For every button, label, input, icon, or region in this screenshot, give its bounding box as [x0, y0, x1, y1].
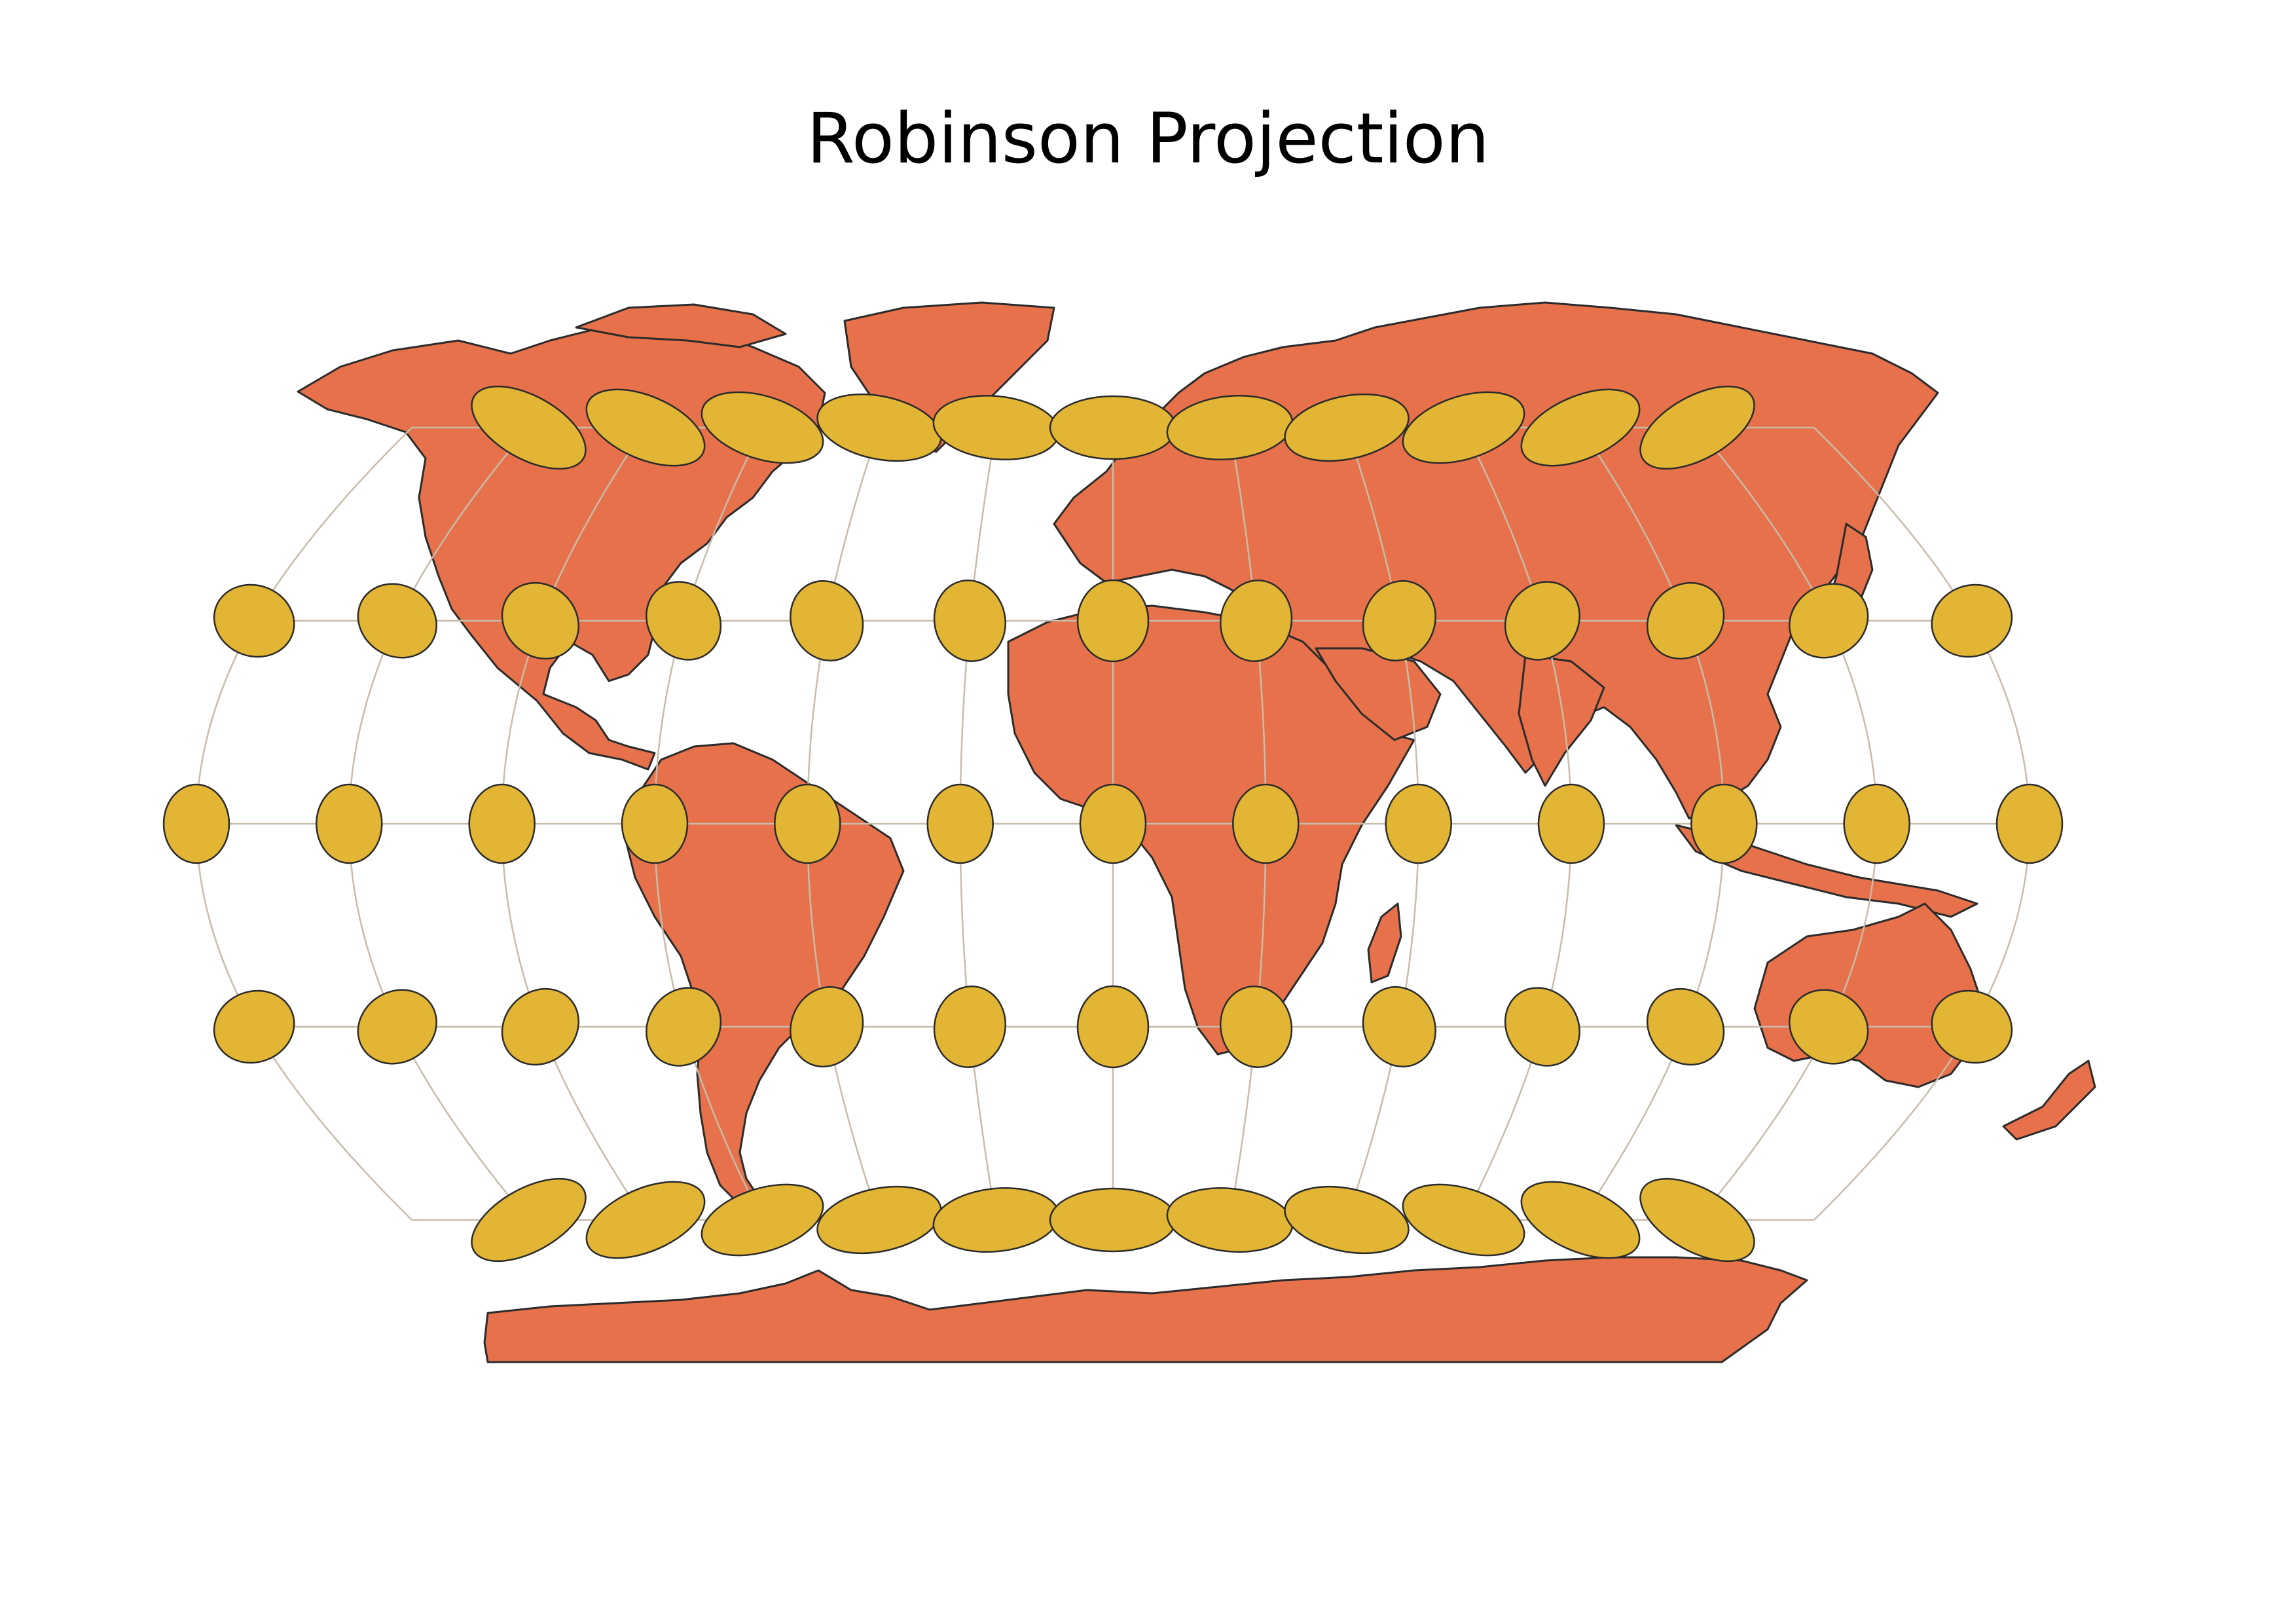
- tissot-indicatrix: [774, 783, 841, 864]
- tissot-indicatrix: [1049, 1187, 1177, 1253]
- tissot-indicatrix: [701, 1183, 824, 1257]
- tissot-indicatrix: [1520, 1181, 1641, 1259]
- tissot-indicatrix: [1931, 583, 2013, 658]
- tissot-indicatrix: [933, 986, 1007, 1068]
- tissot-indicatrix: [1284, 1185, 1410, 1255]
- tissot-indicatrix: [1690, 783, 1758, 864]
- tissot-indicatrix: [357, 989, 437, 1065]
- tissot-indicatrix: [1402, 1183, 1525, 1257]
- tissot-indicatrix: [1504, 987, 1580, 1067]
- tissot-indicatrix: [933, 580, 1007, 662]
- tissot-indicatrix: [1537, 783, 1605, 864]
- tissot-indicatrix: [1995, 783, 2064, 864]
- tissot-indicatrix: [701, 391, 824, 464]
- tissot-indicatrix: [585, 388, 706, 467]
- tissot-indicatrix: [1362, 580, 1436, 662]
- tissot-indicatrix: [213, 583, 295, 658]
- landmass-indonesia: [1675, 824, 1978, 918]
- tissot-indicatrix: [790, 986, 864, 1068]
- tissot-indicatrix: [646, 987, 722, 1067]
- tissot-indicatrix: [1079, 783, 1147, 864]
- tissot-indicatrix: [316, 783, 383, 864]
- tissot-indicatrix: [790, 580, 864, 662]
- landmass-arctic-islands: [575, 303, 787, 348]
- tissot-indicatrix: [1232, 783, 1300, 864]
- tissot-indicatrix: [1219, 580, 1293, 662]
- tissot-indicatrix: [471, 385, 587, 470]
- tissot-indicatrix: [1789, 989, 1869, 1065]
- tissot-indicatrix: [585, 1181, 706, 1259]
- tissot-indicatrix: [646, 581, 722, 661]
- tissot-indicatrix: [1639, 385, 1755, 470]
- tissot-indicatrix: [501, 581, 580, 660]
- tissot-indicatrix: [1520, 388, 1641, 467]
- landmass-new-zealand: [2002, 1060, 2096, 1141]
- tissot-indicatrix: [468, 783, 536, 864]
- landmass-india: [1518, 654, 1605, 787]
- tissot-indicatrix: [162, 783, 230, 864]
- tissot-indicatrix: [1284, 393, 1410, 462]
- tissot-indicatrix: [471, 1177, 587, 1263]
- tissot-indicatrix: [1076, 985, 1150, 1069]
- landmass-antarctica: [483, 1256, 1808, 1363]
- landmass-north-america: [297, 323, 826, 771]
- tissot-indicatrix: [1385, 783, 1452, 864]
- tissot-indicatrix: [1166, 1187, 1294, 1253]
- tissot-indicatrix: [1646, 987, 1725, 1066]
- tissot-indicatrix: [213, 989, 295, 1064]
- tissot-indicatrix: [621, 783, 689, 864]
- tissot-indicatrix: [932, 1187, 1060, 1253]
- tissot-indicatrix: [1646, 581, 1725, 660]
- tissot-indicatrix: [501, 987, 580, 1066]
- tissot-indicatrix: [1843, 783, 1910, 864]
- tissot-indicatrix: [1639, 1177, 1755, 1263]
- tissot-indicatrix: [1789, 583, 1869, 659]
- tissot-indicatrix: [357, 583, 437, 659]
- tissot-indicatrix: [816, 1185, 942, 1255]
- tissot-indicatrix: [926, 783, 994, 864]
- tissot-indicatrix: [1402, 391, 1525, 464]
- map-title: Robinson Projection: [807, 98, 1489, 179]
- landmass-south-america: [624, 742, 905, 1206]
- landmass-madagascar: [1367, 902, 1402, 984]
- tissot-indicatrix: [816, 393, 942, 462]
- tissot-indicatrix: [1049, 395, 1177, 460]
- tissot-indicatrix: [1931, 989, 2013, 1064]
- tissot-indicatrix: [1362, 986, 1436, 1068]
- tissot-indicatrix: [1219, 986, 1293, 1068]
- tissot-indicatrix: [1504, 581, 1580, 661]
- tissot-indicatrix: [1076, 579, 1150, 663]
- tissot-indicatrices: [162, 385, 2064, 1263]
